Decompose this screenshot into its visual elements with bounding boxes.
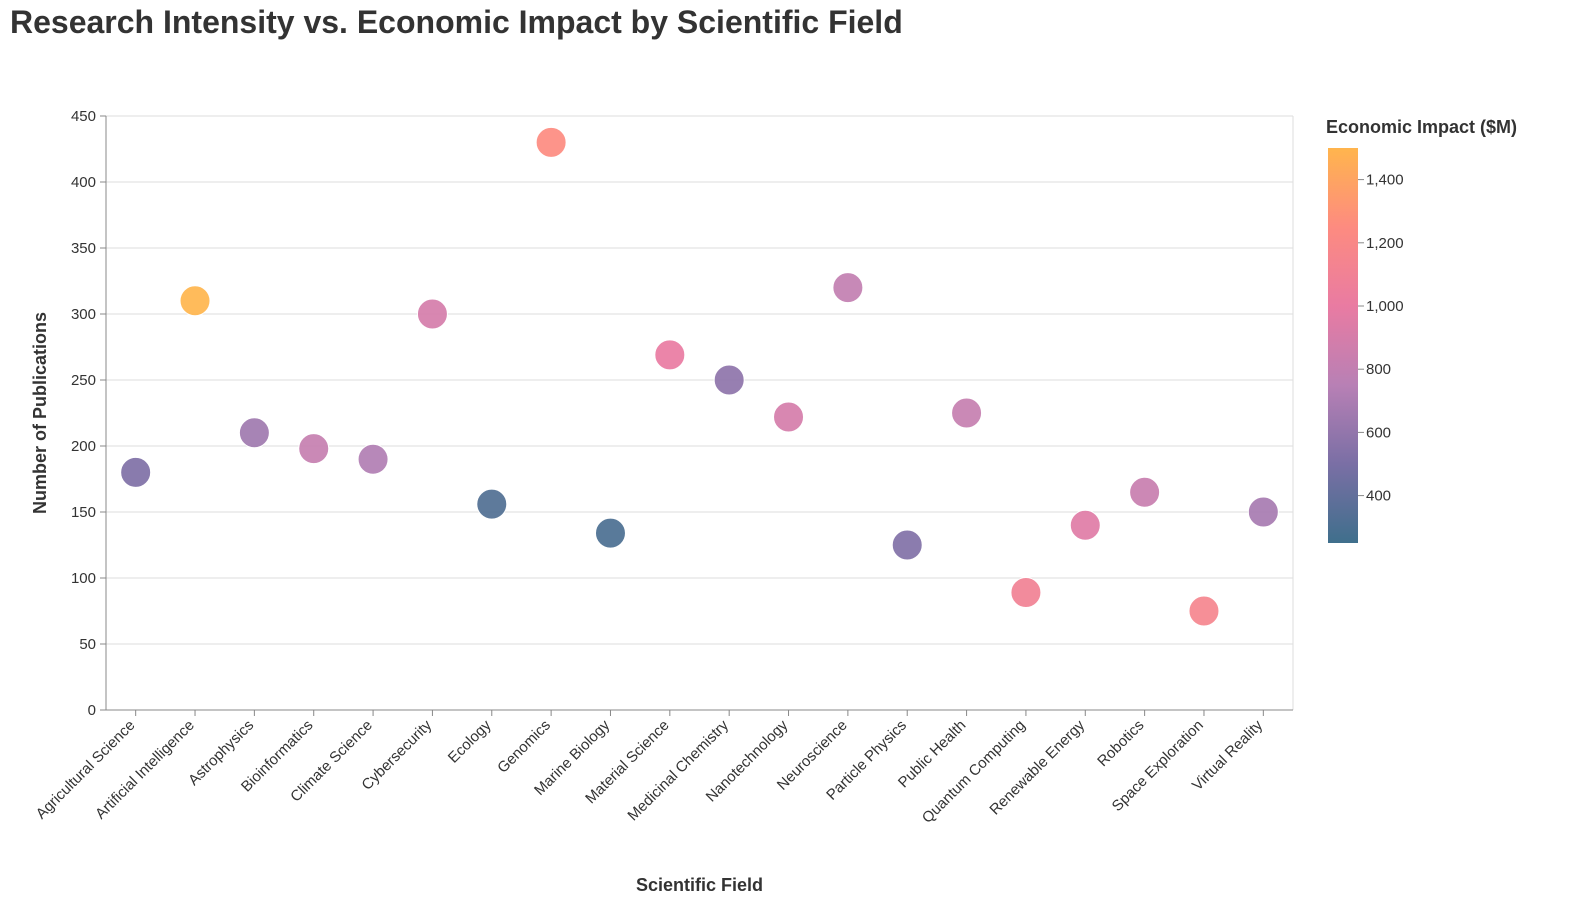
y-tick-labels: 0 50 100 150 200 250 300 350 400 450 bbox=[71, 108, 96, 719]
data-point[interactable] bbox=[654, 339, 686, 371]
legend-tick-label: 1,400 bbox=[1366, 172, 1404, 189]
y-tick-label: 100 bbox=[71, 570, 96, 587]
x-tick-label: Genomics bbox=[494, 717, 554, 777]
x-tick-label: Agricultural Science bbox=[33, 717, 139, 823]
data-point[interactable] bbox=[238, 417, 270, 449]
data-point[interactable] bbox=[594, 517, 626, 549]
y-tick-label: 200 bbox=[71, 438, 96, 455]
data-point[interactable] bbox=[1129, 476, 1161, 508]
axes bbox=[100, 115, 1294, 716]
color-legend: Economic Impact ($M) 400 600 800 1,000 1,200… bbox=[1326, 117, 1517, 543]
y-tick-label: 150 bbox=[71, 504, 96, 521]
data-point[interactable] bbox=[1247, 496, 1279, 528]
x-axis-title: Scientific Field bbox=[636, 875, 763, 895]
data-point[interactable] bbox=[120, 456, 152, 488]
x-tick-label: Artificial Intelligence bbox=[92, 717, 198, 823]
data-point[interactable] bbox=[298, 433, 330, 465]
y-tick-label: 400 bbox=[71, 174, 96, 191]
legend-title: Economic Impact ($M) bbox=[1326, 117, 1517, 137]
x-tick-label: Medicinal Chemistry bbox=[624, 716, 732, 824]
y-tick-label: 50 bbox=[79, 636, 96, 653]
legend-tick-label: 800 bbox=[1366, 361, 1391, 378]
x-tick-label: Ecology bbox=[445, 716, 495, 766]
data-point[interactable] bbox=[1069, 509, 1101, 541]
data-point[interactable] bbox=[773, 401, 805, 433]
x-tick-label: Robotics bbox=[1094, 717, 1147, 770]
gridlines bbox=[106, 115, 1293, 711]
data-point[interactable] bbox=[535, 126, 567, 158]
data-point[interactable] bbox=[832, 272, 864, 304]
data-point[interactable] bbox=[1010, 577, 1042, 609]
legend-tick-label: 600 bbox=[1366, 424, 1391, 441]
x-tick-label: Quantum Computing bbox=[919, 717, 1029, 827]
data-point[interactable] bbox=[179, 285, 211, 317]
data-point[interactable] bbox=[1188, 595, 1220, 627]
legend-tick-label: 1,200 bbox=[1366, 235, 1404, 252]
chart-title: Research Intensity vs. Economic Impact b… bbox=[10, 4, 903, 40]
legend-color-bar bbox=[1328, 148, 1358, 543]
y-tick-label: 450 bbox=[71, 108, 96, 125]
y-tick-label: 350 bbox=[71, 240, 96, 257]
y-axis-title: Number of Publications bbox=[30, 312, 50, 514]
legend-tick-label: 400 bbox=[1366, 488, 1391, 505]
legend-ticks: 400 600 800 1,000 1,200 1,400 bbox=[1358, 172, 1404, 505]
y-tick-label: 300 bbox=[71, 306, 96, 323]
data-points bbox=[120, 126, 1279, 627]
data-point[interactable] bbox=[713, 364, 745, 396]
legend-tick-label: 1,000 bbox=[1366, 298, 1404, 315]
y-tick-label: 250 bbox=[71, 372, 96, 389]
data-point[interactable] bbox=[357, 443, 389, 475]
data-point[interactable] bbox=[951, 397, 983, 429]
y-tick-label: 0 bbox=[88, 702, 96, 719]
data-point[interactable] bbox=[416, 298, 448, 330]
data-point[interactable] bbox=[891, 529, 923, 561]
data-point[interactable] bbox=[476, 488, 508, 520]
